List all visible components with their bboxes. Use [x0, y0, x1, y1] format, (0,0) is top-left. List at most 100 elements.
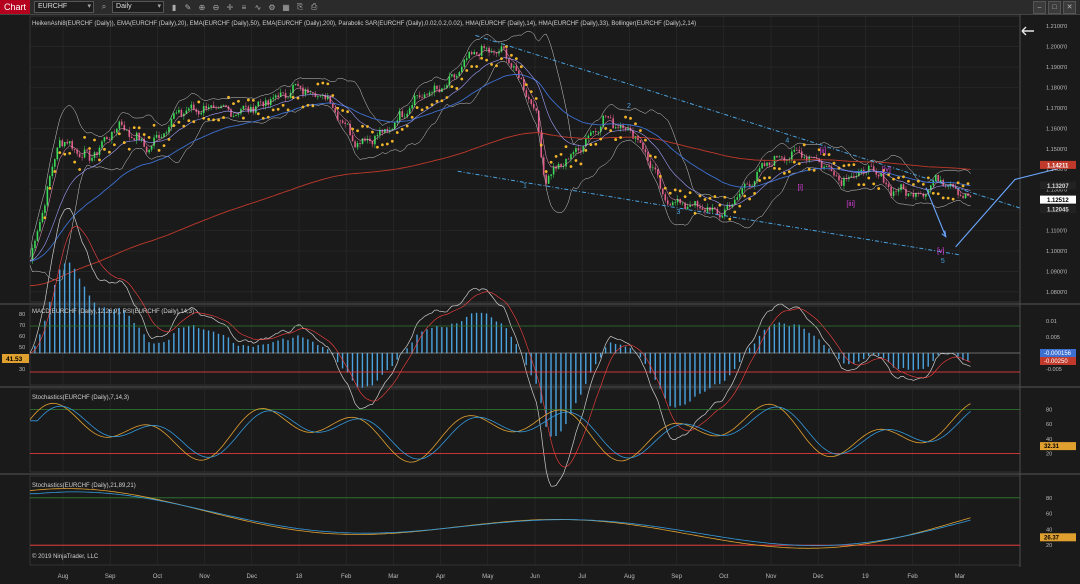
candle-body [250, 106, 252, 113]
candle-body [736, 197, 739, 200]
macd-histogram-bar [78, 278, 81, 354]
candle-body [530, 99, 533, 104]
macd-histogram-bar [118, 307, 120, 354]
x-tick-label: Oct [719, 574, 729, 580]
sar-dot [132, 126, 136, 130]
candle-body [495, 52, 498, 54]
sar-dot [276, 107, 280, 111]
candle-body [351, 135, 354, 142]
candle-body [123, 124, 126, 131]
candle-body [937, 174, 940, 182]
macd-histogram-bar [575, 353, 577, 404]
macd-histogram-bar [406, 348, 408, 354]
strategies-icon[interactable]: ⚙ [268, 2, 276, 12]
sar-dot [758, 179, 761, 182]
candle-body [83, 149, 86, 158]
template-icon[interactable]: ▦ [282, 2, 290, 12]
candle-body [872, 166, 875, 172]
candle-body [374, 135, 376, 145]
projection-arrow-up [955, 164, 1073, 248]
candle-body [828, 165, 830, 167]
close-icon[interactable]: ✕ [1063, 1, 1076, 14]
price-panel[interactable]: 1 2 3 4 5 [i] [ii] [iii] [iv] [v] [29, 31, 1073, 287]
sar-dot [510, 53, 513, 57]
macd-histogram-bar [456, 323, 458, 354]
candle-body [170, 118, 173, 128]
candle-body [622, 125, 624, 129]
sar-dot [207, 117, 211, 121]
maximize-icon[interactable]: □ [1048, 1, 1061, 14]
copy-icon[interactable]: ⎘ [296, 2, 304, 11]
crosshair-icon[interactable]: ✛ [226, 2, 234, 12]
macd-histogram-bar [178, 327, 180, 354]
macd-histogram-bar [699, 353, 701, 394]
macd-histogram-bar [366, 353, 369, 387]
instrument-select[interactable]: EURCHF ▾ [34, 1, 95, 13]
candle-body [165, 132, 168, 134]
bar-type-icon[interactable]: ▮ [171, 2, 177, 12]
candle-body [676, 198, 679, 203]
search-icon[interactable]: ⌕ [101, 2, 107, 11]
candle-body [602, 115, 605, 127]
candle-body [389, 130, 391, 132]
sar-dot [346, 110, 350, 114]
print-icon[interactable]: ⎙ [310, 2, 318, 11]
macd-histogram-bar [768, 326, 771, 354]
candle-body [86, 149, 88, 151]
x-tick-label: May [482, 574, 493, 580]
x-tick-label: Jul [578, 574, 586, 580]
sar-dot [837, 166, 841, 170]
sar-dot [634, 122, 637, 126]
macd-panel[interactable] [29, 208, 1020, 487]
candle-body [272, 97, 274, 100]
candle-body [68, 141, 71, 144]
candle-body [81, 157, 83, 158]
minimize-icon[interactable]: – [1033, 1, 1046, 14]
candle-body [585, 138, 587, 147]
macd-histogram-bar [962, 353, 964, 361]
candle-body [178, 109, 180, 113]
candle-body [78, 153, 81, 158]
candle-body [604, 115, 607, 117]
price-axis-label: 1.1300'0 [1046, 188, 1067, 194]
candle-body [34, 240, 36, 249]
macd-label-box [1040, 357, 1076, 365]
candle-body [483, 45, 485, 48]
candle-body [113, 131, 116, 133]
candle-body [649, 161, 652, 169]
stochastics-fast-panel[interactable] [29, 402, 1020, 463]
indicators-icon[interactable]: ∿ [254, 2, 262, 12]
macd-label: -0.000156 [1044, 351, 1072, 357]
stochastics-slow-panel[interactable] [29, 488, 1020, 549]
bollinger-upper [29, 31, 971, 258]
candle-body [336, 112, 339, 121]
period-select[interactable]: Daily ▾ [112, 1, 165, 13]
draw-tool-icon[interactable]: ✎ [184, 2, 192, 12]
macd-histogram-bar [183, 327, 185, 354]
macd-histogram-bar [232, 342, 235, 354]
candle-body [875, 171, 878, 175]
sar-dot [192, 120, 196, 124]
sar-dot [73, 160, 77, 164]
candle-body [639, 140, 642, 143]
candle-body [934, 174, 937, 182]
stoch-d-line [30, 491, 971, 546]
macd-histogram-bar [237, 345, 240, 354]
sar-dot [931, 191, 935, 195]
candle-body [751, 185, 753, 187]
zoom-out-icon[interactable]: ⊖ [212, 2, 220, 12]
macd-histogram-bar [535, 353, 537, 384]
zoom-in-icon[interactable]: ⊕ [198, 2, 206, 12]
sar-dot [306, 103, 310, 107]
chart-tab[interactable]: Chart [0, 0, 31, 14]
candle-body [654, 167, 657, 170]
candle-body [96, 152, 98, 155]
candle-body [168, 127, 170, 133]
candle-body [393, 122, 396, 130]
macd-histogram-bar [748, 347, 751, 354]
back-arrow-icon[interactable] [1021, 26, 1034, 36]
macd-histogram-bar [892, 353, 895, 368]
candle-body [493, 52, 495, 53]
properties-icon[interactable]: ≡ [241, 2, 247, 12]
